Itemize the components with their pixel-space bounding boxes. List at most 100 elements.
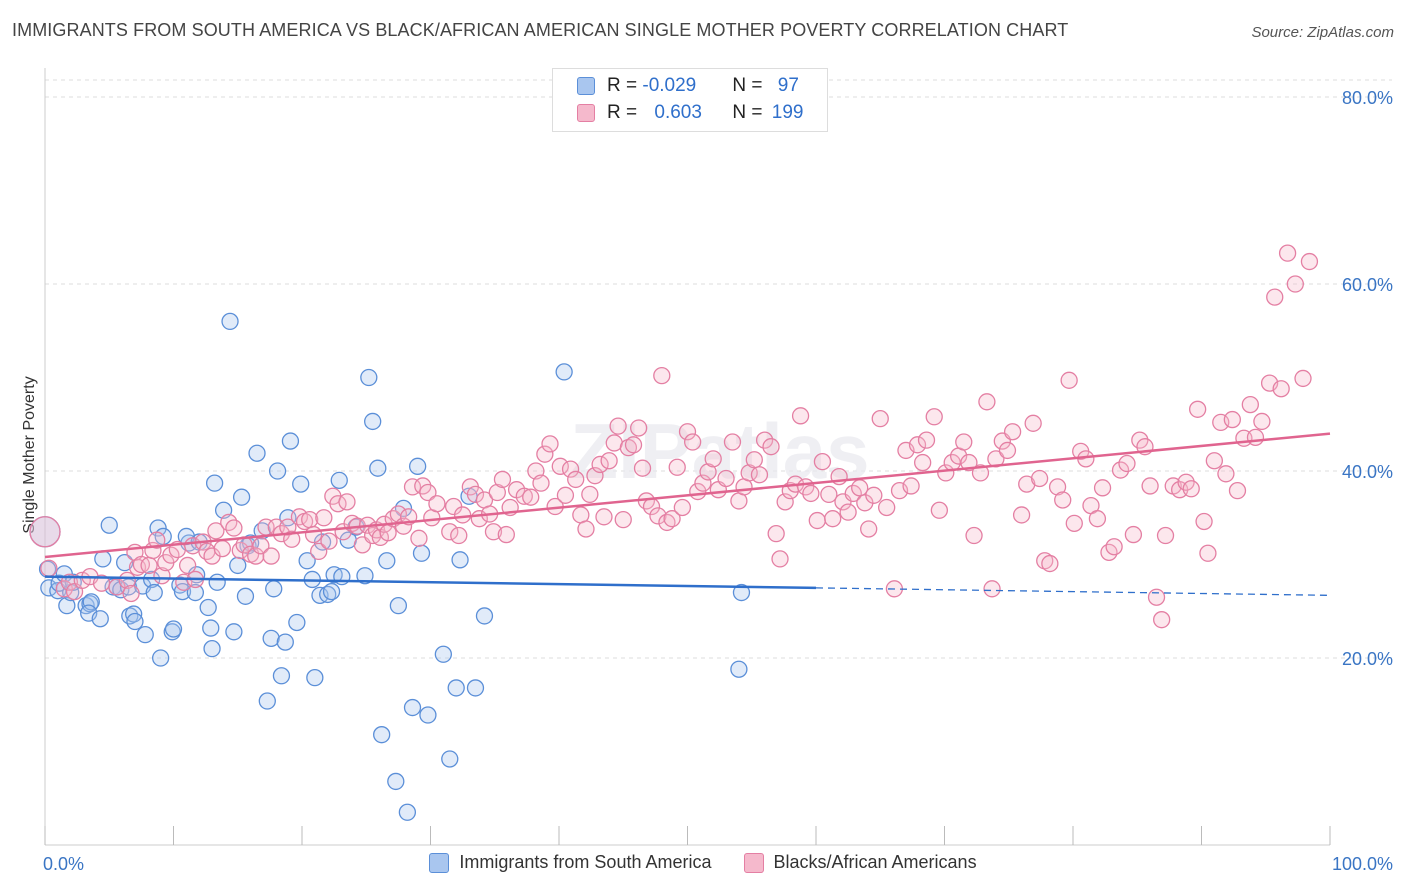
- point-immigrants: [398, 803, 417, 821]
- point-black: [802, 484, 820, 503]
- point-immigrants: [451, 551, 469, 569]
- point-black: [609, 417, 627, 435]
- point-immigrants: [232, 488, 251, 506]
- point-black: [567, 470, 585, 489]
- point-black: [301, 510, 319, 529]
- point-black: [40, 559, 58, 577]
- point-immigrants: [145, 583, 163, 602]
- point-black: [1300, 252, 1319, 271]
- point-black: [776, 493, 794, 511]
- y-tick-label: 40.0%: [1342, 462, 1393, 482]
- point-black: [978, 393, 996, 411]
- legend-row-black: R = 0.603 N = 199: [577, 100, 803, 126]
- point-black: [755, 431, 774, 449]
- point-black: [1054, 491, 1072, 509]
- point-black: [1278, 244, 1297, 262]
- point-immigrants: [322, 582, 341, 601]
- point-black: [791, 407, 810, 425]
- point-black: [851, 479, 869, 497]
- point-black: [493, 470, 512, 489]
- point-black: [1199, 544, 1217, 562]
- trend-line-black: [44, 432, 1331, 559]
- point-immigrants: [403, 698, 422, 717]
- legend-r-value: 0.603: [654, 102, 702, 123]
- point-black: [1024, 414, 1042, 432]
- point-black: [902, 477, 920, 495]
- point-immigrants: [164, 620, 183, 638]
- point-black: [29, 516, 61, 548]
- point-immigrants: [419, 706, 437, 724]
- point-immigrants: [298, 552, 316, 570]
- point-immigrants: [447, 679, 465, 697]
- point-black: [556, 486, 575, 504]
- trend-line-immigrants: [44, 575, 817, 590]
- point-black: [1093, 479, 1112, 497]
- point-black: [1105, 538, 1123, 556]
- point-immigrants: [208, 573, 226, 591]
- point-black: [745, 451, 763, 469]
- legend-n-value: 199: [771, 102, 804, 123]
- point-black: [586, 467, 604, 485]
- point-black: [1147, 588, 1166, 606]
- point-black: [304, 525, 323, 544]
- point-black: [1195, 512, 1213, 531]
- point-black: [484, 523, 503, 541]
- point-black: [771, 550, 789, 568]
- point-immigrants: [378, 552, 396, 570]
- point-black: [1294, 369, 1312, 388]
- point-black: [252, 537, 270, 555]
- point-immigrants: [258, 692, 276, 710]
- point-black: [983, 580, 1001, 598]
- point-immigrants: [466, 679, 485, 697]
- point-black: [1266, 288, 1284, 306]
- point-black: [428, 495, 446, 513]
- point-black: [338, 493, 356, 511]
- point-immigrants: [82, 593, 100, 611]
- point-black: [960, 453, 978, 472]
- point-black: [1124, 525, 1143, 544]
- source-credit: Source: ZipAtlas.com: [1251, 24, 1394, 41]
- point-black: [178, 556, 197, 575]
- point-black: [653, 366, 671, 385]
- point-black: [1003, 423, 1022, 441]
- point-black: [497, 525, 515, 544]
- point-black: [813, 452, 832, 471]
- point-black: [860, 520, 878, 538]
- point-immigrants: [475, 607, 494, 625]
- point-immigrants: [389, 596, 408, 615]
- point-black: [1077, 450, 1095, 468]
- point-black: [515, 487, 533, 505]
- point-black: [824, 510, 842, 528]
- gridlines: [45, 79, 1392, 659]
- y-tick-label: 60.0%: [1342, 275, 1393, 295]
- point-black: [678, 423, 697, 441]
- point-immigrants: [199, 598, 217, 617]
- point-black: [207, 522, 225, 540]
- point-black: [1041, 554, 1059, 573]
- point-immigrants: [186, 583, 204, 602]
- legend-n-label: N =: [732, 75, 768, 96]
- bottom-legend-swatch-pink: [743, 852, 764, 873]
- point-black: [917, 431, 936, 449]
- point-black: [633, 459, 652, 477]
- legend-n-value: 97: [777, 75, 799, 96]
- point-black: [767, 524, 785, 543]
- point-black: [955, 433, 973, 451]
- point-black: [148, 531, 166, 549]
- point-black: [762, 438, 780, 456]
- point-immigrants: [236, 587, 255, 605]
- legend: R = -0.029 N = 97 R = 0.603 N = 199: [552, 68, 828, 132]
- point-black: [1111, 461, 1130, 479]
- point-black: [581, 485, 599, 504]
- point-black: [1012, 506, 1031, 524]
- point-immigrants: [272, 667, 291, 685]
- point-black: [699, 463, 717, 481]
- point-immigrants: [151, 649, 170, 667]
- legend-r-label: R =: [607, 102, 643, 123]
- point-black: [668, 458, 686, 476]
- point-black: [315, 509, 333, 527]
- point-immigrants: [221, 312, 239, 331]
- point-black: [561, 460, 580, 478]
- point-black: [488, 483, 506, 502]
